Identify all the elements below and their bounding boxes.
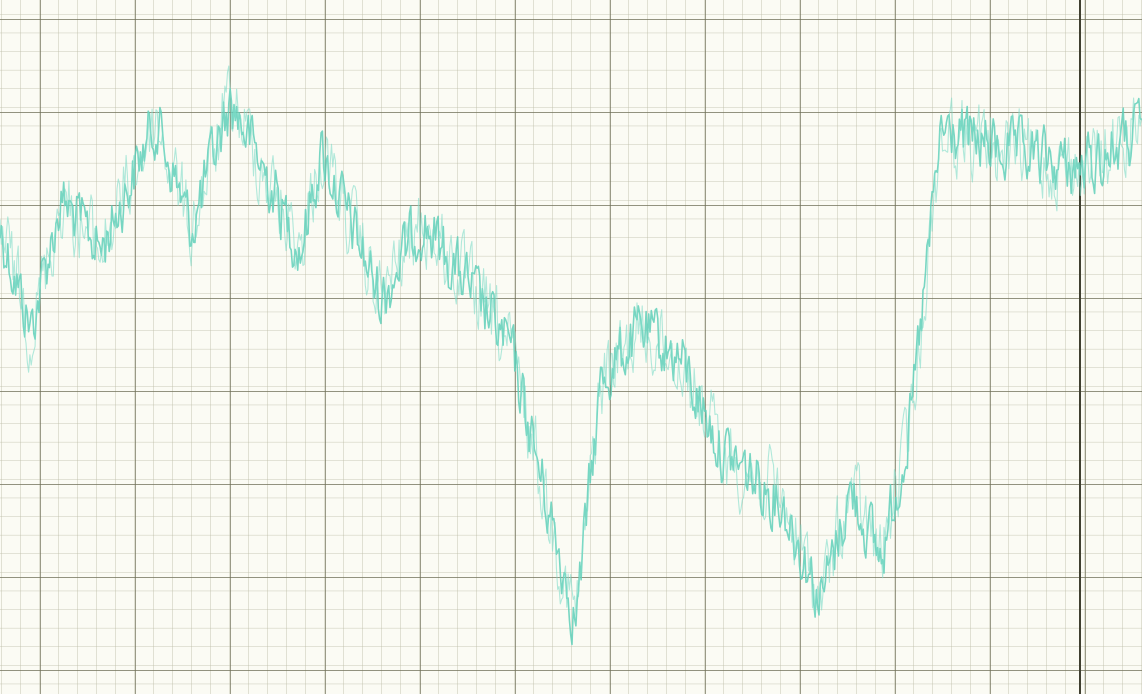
trace-line (0, 65, 1142, 617)
pen-trace (0, 65, 1142, 646)
trace-line (0, 87, 1142, 646)
